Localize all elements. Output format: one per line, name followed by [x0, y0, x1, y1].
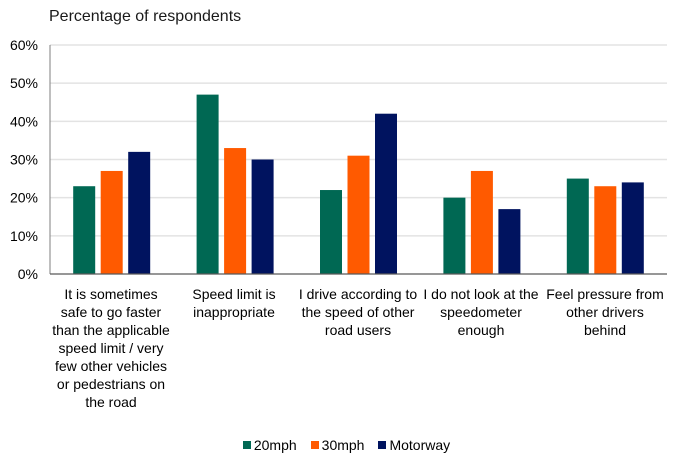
- bar-20mph: [320, 190, 342, 274]
- y-tick-label: 50%: [10, 75, 38, 91]
- legend-label: 30mph: [321, 437, 365, 453]
- bar-20mph: [73, 186, 96, 274]
- category-label: It is sometimes safe to go faster than t…: [52, 286, 170, 410]
- bar-30mph: [347, 155, 370, 274]
- y-tick-label: 20%: [10, 190, 38, 206]
- legend: 20mph 30mph Motorway: [0, 437, 681, 453]
- bar-motorway: [498, 209, 521, 274]
- bar-motorway: [375, 113, 397, 274]
- legend-label: Motorway: [389, 437, 451, 453]
- y-tick-label: 30%: [10, 152, 38, 168]
- bar-30mph: [470, 170, 493, 274]
- legend-item-30mph: 30mph: [310, 437, 365, 453]
- legend-swatch: [242, 441, 251, 449]
- y-tick-label: 40%: [10, 113, 38, 129]
- legend-swatch: [310, 441, 319, 449]
- bar-30mph: [594, 186, 617, 274]
- chart-title: Percentage of respondents: [49, 8, 242, 25]
- y-tick-label: 10%: [10, 228, 38, 244]
- legend-item-20mph: 20mph: [242, 437, 297, 453]
- bar-motorway: [251, 159, 274, 274]
- bar-20mph: [196, 94, 219, 274]
- bar-20mph: [566, 178, 589, 274]
- y-tick-label: 60%: [10, 37, 38, 53]
- bar-motorway: [128, 151, 151, 274]
- legend-item-motorway: Motorway: [378, 437, 450, 453]
- legend-swatch: [378, 441, 387, 449]
- legend-label: 20mph: [253, 437, 297, 453]
- bar-30mph: [100, 170, 123, 274]
- bar-30mph: [224, 148, 247, 274]
- category-label: I drive according to the speed of other …: [298, 286, 418, 338]
- bar-motorway: [621, 182, 644, 274]
- y-tick-label: 0%: [18, 266, 38, 282]
- bar-20mph: [443, 197, 466, 274]
- category-label: I do not look at the speedometer enough: [423, 286, 539, 338]
- category-label: Feel pressure from other drivers behind: [546, 286, 664, 338]
- category-label: Speed limit is inappropriate: [192, 286, 276, 320]
